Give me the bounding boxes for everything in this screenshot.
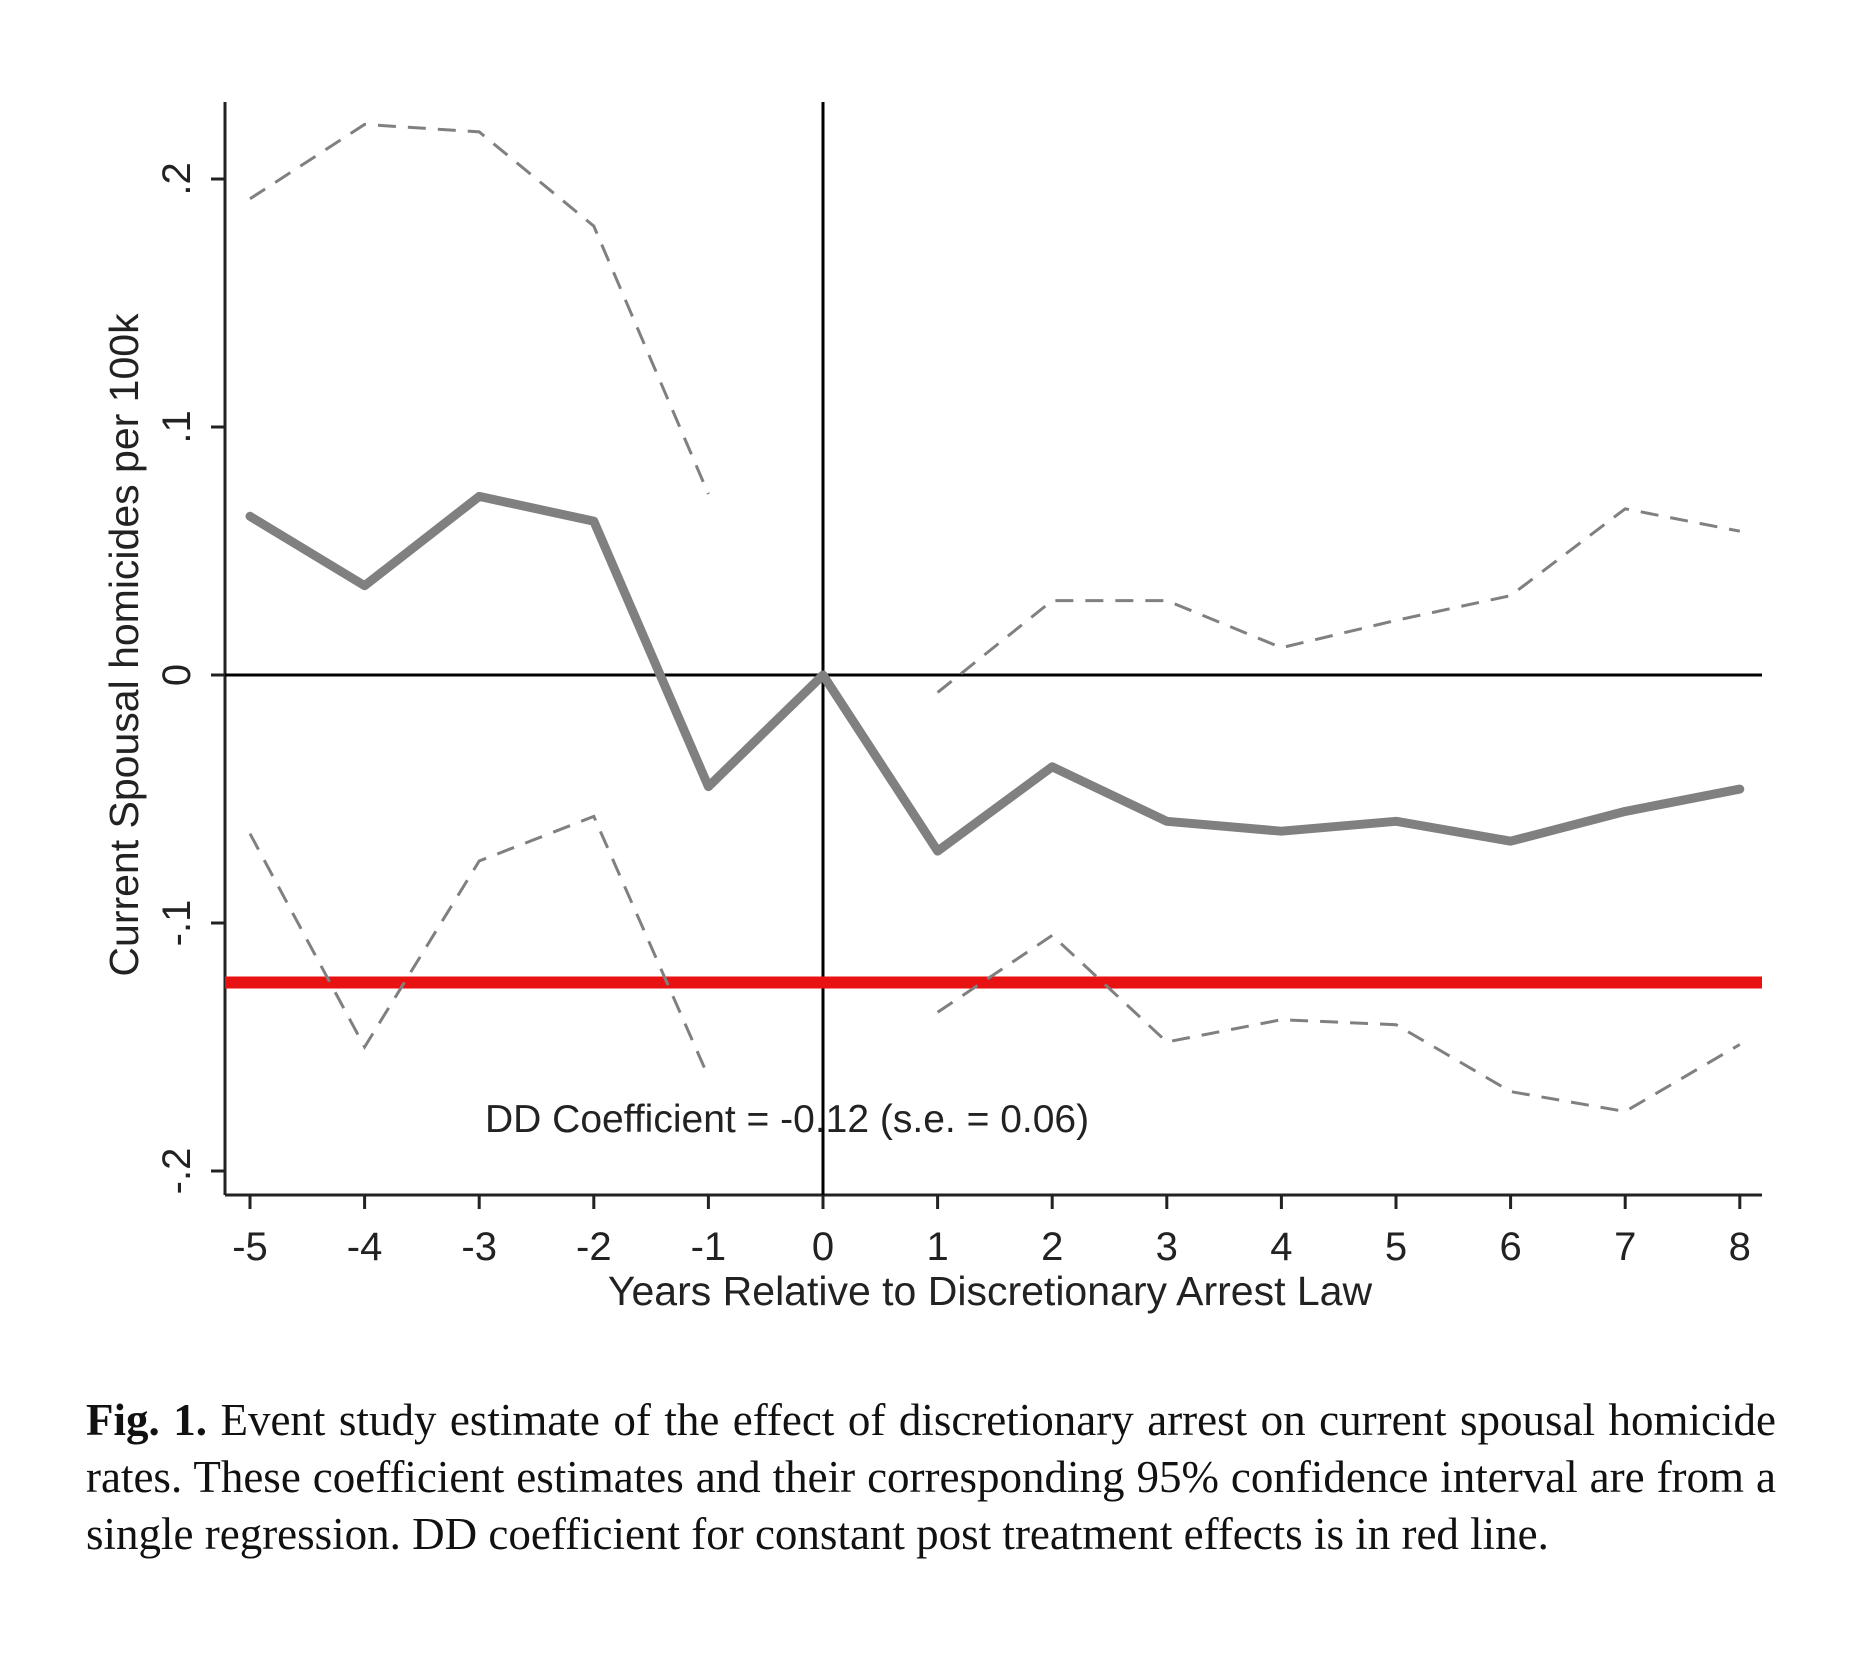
x-tick-label: 8 [1729, 1225, 1751, 1269]
x-tick-label: 0 [812, 1225, 834, 1269]
x-tick-label: 2 [1041, 1225, 1063, 1269]
ci-upper-line [249, 122, 710, 495]
x-tick-label: 4 [1270, 1225, 1292, 1269]
y-tick-label: .2 [155, 162, 199, 195]
plot-marks: -.2 -.1 0 .1 .2 -5 -4 -3 -2 -1 0 1 2 3 4 5 6 7 8 [155, 102, 1762, 1269]
y-tick-label: -.1 [155, 900, 199, 947]
x-tick-label: -5 [232, 1225, 268, 1269]
x-tick-label: 1 [926, 1225, 948, 1269]
x-tick-label: -2 [576, 1225, 612, 1269]
y-tick-label: .1 [155, 410, 199, 443]
x-axis-title: Years Relative to Discretionary Arrest L… [608, 1268, 1373, 1314]
figure-label: Fig. 1. [86, 1395, 207, 1445]
caption-text: Event study estimate of the effect of di… [86, 1395, 1776, 1559]
ci-upper-line [936, 507, 1741, 694]
ci-lower-line [248, 814, 710, 1078]
ci-lower-line [936, 933, 1741, 1114]
estimate-line [245, 491, 1745, 856]
y-tick-label: -.2 [155, 1148, 199, 1195]
x-tick-label: 3 [1156, 1225, 1178, 1269]
x-tick-label: -4 [347, 1225, 383, 1269]
x-tick-label: 7 [1614, 1225, 1636, 1269]
x-tick-label: -3 [461, 1225, 497, 1269]
x-tick-label: -1 [691, 1225, 727, 1269]
x-tick-label: 6 [1499, 1225, 1521, 1269]
dd-coefficient-annotation: DD Coefficient = -0.12 (s.e. = 0.06) [485, 1098, 1089, 1141]
figure-caption: Fig. 1. Event study estimate of the effe… [86, 1392, 1776, 1563]
event-study-chart: -.2 -.1 0 .1 .2 -5 -4 -3 -2 -1 0 1 2 3 4 5 6 7 8 Current S… [101, 102, 1762, 1314]
y-tick-label: 0 [155, 664, 199, 686]
x-tick-label: 5 [1385, 1225, 1407, 1269]
y-axis-title: Current Spousal homicides per 100k [101, 313, 147, 977]
